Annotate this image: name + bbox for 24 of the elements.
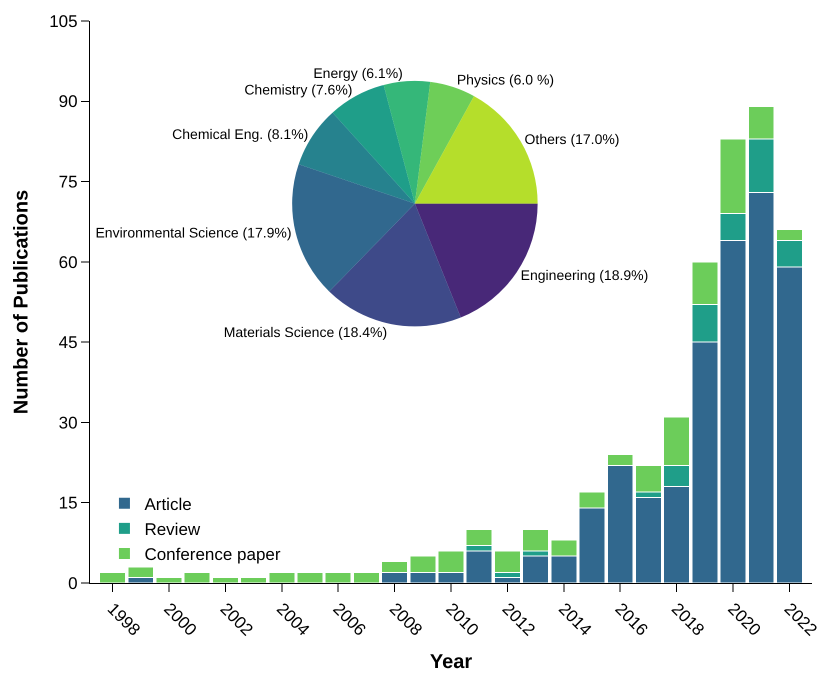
slice-label: Chemistry (7.6%) (244, 82, 352, 98)
slice-label: Others (17.0%) (524, 131, 620, 148)
slice-label: Physics (6.0 %) (456, 72, 554, 88)
slice-label: Materials Science (18.4%) (224, 324, 388, 340)
y-tick-label: 45 (58, 333, 78, 352)
pie-slice (329, 204, 461, 326)
y-axis-title: Number of Publications (10, 190, 33, 414)
x-axis-title: Year (430, 650, 472, 673)
legend-label: Review (144, 520, 201, 540)
legend-label: Conference paper (144, 545, 281, 564)
y-tick-label: 60 (58, 252, 78, 272)
slice-label: Chemical Eng. (8.1%) (172, 126, 308, 142)
slice-label: Environmental Science (17.9%) (95, 224, 292, 241)
slice-label: Engineering (18.9%) (520, 266, 648, 283)
pie-slice (384, 80, 430, 204)
slice-label: Energy (6.1%) (313, 65, 403, 82)
y-tick-label: 30 (58, 413, 78, 432)
y-tick-label: 0 (68, 574, 78, 593)
y-tick-label: 75 (58, 172, 78, 192)
y-tick-label: 105 (49, 12, 78, 31)
legend-label: Article (144, 494, 192, 514)
pie-slice (292, 164, 415, 292)
y-tick-label: 90 (58, 92, 78, 112)
y-tick-label: 15 (58, 494, 78, 513)
